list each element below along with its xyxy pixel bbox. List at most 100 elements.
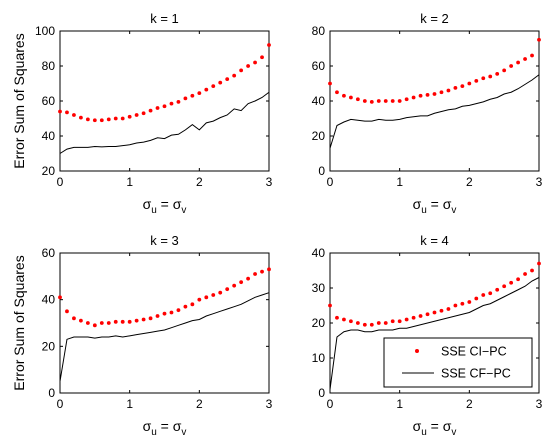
data-point-sse-ci-pc xyxy=(481,293,486,297)
data-point-sse-ci-pc xyxy=(225,77,230,82)
data-point-sse-ci-pc xyxy=(141,111,146,116)
data-point-sse-ci-pc xyxy=(169,310,174,315)
data-point-sse-ci-pc xyxy=(488,291,493,296)
data-point-sse-ci-pc xyxy=(211,293,216,297)
panel-title: k = 2 xyxy=(420,11,449,26)
data-point-sse-ci-pc xyxy=(460,84,465,89)
series-line-sse-cf-pc xyxy=(329,277,540,390)
x-axis-label: σu = σv xyxy=(413,418,457,438)
data-point-sse-ci-pc xyxy=(239,68,244,73)
x-tick-label: 2 xyxy=(466,397,473,411)
data-point-sse-ci-pc xyxy=(176,99,181,104)
data-point-sse-ci-pc xyxy=(369,322,374,327)
data-point-sse-ci-pc xyxy=(342,317,346,322)
data-point-sse-ci-pc xyxy=(328,303,332,308)
data-point-sse-ci-pc xyxy=(523,272,527,276)
data-point-sse-ci-pc xyxy=(190,93,195,98)
data-point-sse-ci-pc xyxy=(58,295,62,300)
data-point-sse-ci-pc xyxy=(127,114,132,119)
data-point-sse-ci-pc xyxy=(390,99,395,103)
data-point-sse-ci-pc xyxy=(225,287,230,292)
data-point-sse-ci-pc xyxy=(127,319,132,324)
x-axis-label: σu = σv xyxy=(143,196,187,216)
data-point-sse-ci-pc xyxy=(183,96,188,101)
data-point-sse-ci-pc xyxy=(425,312,430,317)
data-point-sse-ci-pc xyxy=(349,95,353,100)
data-point-sse-ci-pc xyxy=(509,280,514,285)
panel-title: k = 3 xyxy=(150,233,179,248)
data-point-sse-ci-pc xyxy=(446,307,451,311)
y-tick-label: 80 xyxy=(42,59,56,73)
y-axis-label: Error Sum of Squares xyxy=(11,33,27,168)
data-point-sse-ci-pc xyxy=(537,37,541,42)
data-point-sse-ci-pc xyxy=(232,73,237,78)
y-tick-label: 20 xyxy=(42,339,56,353)
data-point-sse-ci-pc xyxy=(362,322,367,327)
panel-title: k = 4 xyxy=(420,233,449,248)
y-tick-label: 20 xyxy=(42,164,56,178)
y-tick-label: 20 xyxy=(312,129,326,143)
data-point-sse-ci-pc xyxy=(383,99,388,103)
data-point-sse-ci-pc xyxy=(376,99,381,103)
data-point-sse-ci-pc xyxy=(92,118,97,123)
data-point-sse-ci-pc xyxy=(232,283,237,288)
x-tick-label: 0 xyxy=(57,175,64,189)
x-tick-label: 2 xyxy=(196,397,203,411)
data-point-sse-ci-pc xyxy=(85,117,90,122)
y-tick-label: 80 xyxy=(312,24,326,38)
data-point-sse-ci-pc xyxy=(260,55,264,60)
data-point-sse-ci-pc xyxy=(85,321,90,325)
series-line-sse-cf-pc xyxy=(59,292,270,382)
data-point-sse-ci-pc xyxy=(432,310,437,315)
legend-dot-marker xyxy=(415,349,419,353)
data-point-sse-ci-pc xyxy=(113,319,118,324)
data-point-sse-ci-pc xyxy=(335,90,339,95)
data-point-sse-ci-pc xyxy=(148,316,153,321)
x-tick-label: 0 xyxy=(327,175,334,189)
y-tick-label: 20 xyxy=(312,316,326,330)
data-point-sse-ci-pc xyxy=(211,84,216,89)
data-point-sse-ci-pc xyxy=(99,321,104,325)
data-point-sse-ci-pc xyxy=(190,302,195,307)
data-point-sse-ci-pc xyxy=(474,78,479,83)
data-point-sse-ci-pc xyxy=(397,319,402,324)
data-point-sse-ci-pc xyxy=(509,64,514,68)
y-tick-label: 0 xyxy=(318,386,325,400)
data-point-sse-ci-pc xyxy=(79,115,83,120)
data-point-sse-ci-pc xyxy=(335,315,339,320)
data-point-sse-ci-pc xyxy=(204,295,209,300)
y-tick-label: 30 xyxy=(312,281,326,295)
data-point-sse-ci-pc xyxy=(502,68,507,73)
x-tick-label: 0 xyxy=(57,397,64,411)
panel-k1: k = 1 Error Sum of Squares 0 1 2 3 20 40 60 80 1… xyxy=(11,11,273,216)
y-tick-label: 40 xyxy=(312,246,326,260)
x-tick-label: 2 xyxy=(466,175,473,189)
x-axis-label: σu = σv xyxy=(413,196,457,216)
x-tick-label: 3 xyxy=(536,175,543,189)
data-point-sse-ci-pc xyxy=(502,284,507,289)
x-tick-label: 3 xyxy=(536,397,543,411)
data-point-sse-ci-pc xyxy=(488,74,493,79)
data-point-sse-ci-pc xyxy=(411,315,416,320)
data-point-sse-ci-pc xyxy=(72,316,76,321)
data-point-sse-ci-pc xyxy=(267,267,271,272)
x-tick-label: 3 xyxy=(266,397,273,411)
x-tick-label: 2 xyxy=(196,175,203,189)
series-line-sse-cf-pc xyxy=(329,74,540,149)
data-point-sse-ci-pc xyxy=(162,104,167,109)
data-point-sse-ci-pc xyxy=(362,99,367,103)
data-point-sse-ci-pc xyxy=(383,321,388,325)
plot-frame xyxy=(329,30,540,172)
plot-frame xyxy=(59,252,270,394)
data-point-sse-ci-pc xyxy=(239,280,244,285)
data-point-sse-ci-pc xyxy=(260,269,264,274)
data-point-sse-ci-pc xyxy=(162,311,167,316)
data-point-sse-ci-pc xyxy=(58,109,62,114)
y-tick-label: 60 xyxy=(42,246,56,260)
data-point-sse-ci-pc xyxy=(530,53,534,58)
data-point-sse-ci-pc xyxy=(481,76,486,81)
data-point-sse-ci-pc xyxy=(446,88,451,93)
y-tick-label: 40 xyxy=(42,293,56,307)
data-point-sse-ci-pc xyxy=(467,81,472,86)
